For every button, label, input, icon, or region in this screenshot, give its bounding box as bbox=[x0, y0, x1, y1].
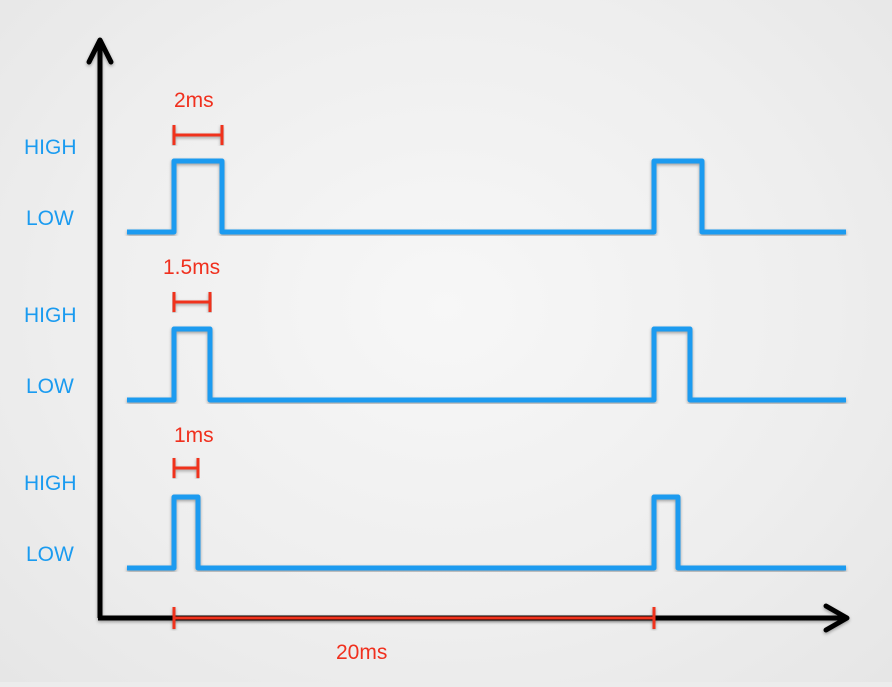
pwm-waveform bbox=[127, 326, 846, 403]
period-marker bbox=[172, 607, 656, 629]
low-level-label: LOW bbox=[26, 375, 74, 398]
pulse-width-label: 1.5ms bbox=[163, 256, 220, 279]
signal-row-1ms: HIGH LOW 1ms bbox=[24, 424, 846, 571]
pulse-width-marker bbox=[172, 292, 212, 312]
axes bbox=[86, 37, 850, 633]
arrow-up-icon bbox=[86, 37, 114, 65]
pulse-width-marker bbox=[172, 458, 200, 478]
high-level-label: HIGH bbox=[24, 304, 77, 327]
pulse-width-label: 2ms bbox=[174, 89, 214, 112]
pwm-waveform bbox=[127, 494, 846, 571]
period-label: 20ms bbox=[336, 641, 387, 664]
low-level-label: LOW bbox=[26, 543, 74, 566]
high-level-label: HIGH bbox=[24, 136, 77, 159]
signal-row-1.5ms: HIGH LOW 1.5ms bbox=[24, 256, 846, 403]
arrow-right-icon bbox=[823, 603, 850, 633]
high-level-label: HIGH bbox=[24, 472, 77, 495]
pulse-width-label: 1ms bbox=[174, 424, 214, 447]
low-level-label: LOW bbox=[26, 207, 74, 230]
pulse-width-marker bbox=[172, 125, 224, 145]
signal-row-2ms: HIGH LOW 2ms bbox=[24, 89, 846, 235]
pwm-waveform bbox=[127, 158, 846, 235]
